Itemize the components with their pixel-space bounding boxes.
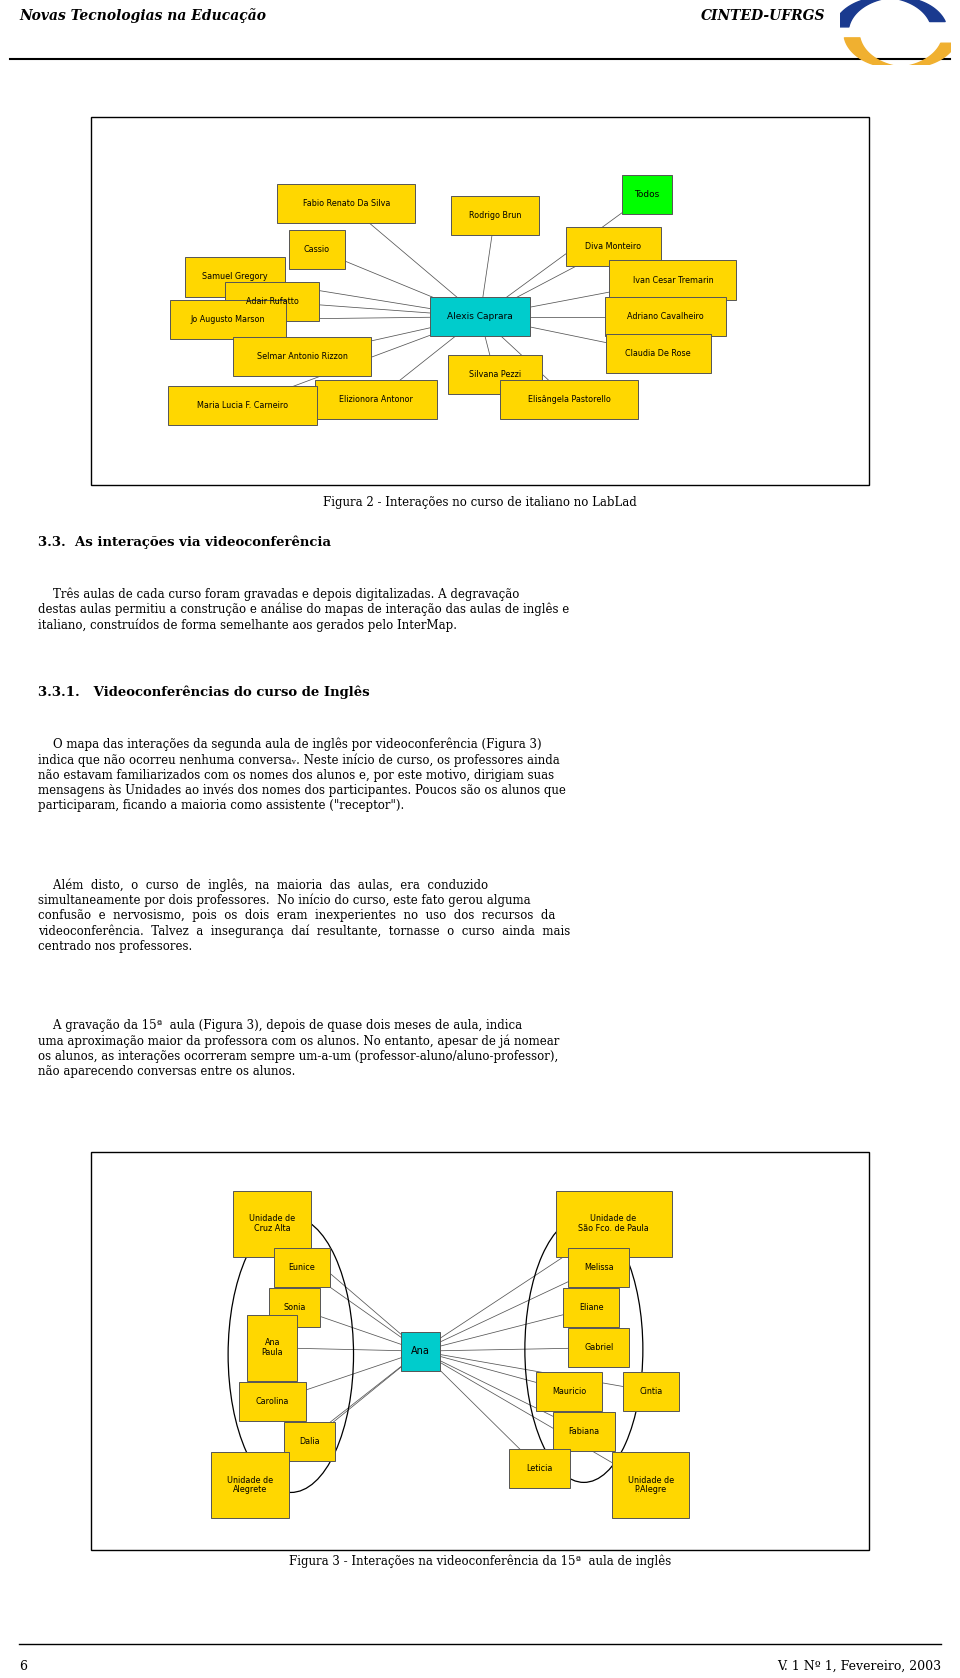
FancyBboxPatch shape [622, 175, 672, 215]
Text: Unidade de
P.Alegre: Unidade de P.Alegre [628, 1475, 674, 1495]
Text: A gravação da 15ª  aula (Figura 3), depois de quase dois meses de aula, indica
u: A gravação da 15ª aula (Figura 3), depoi… [38, 1019, 560, 1077]
FancyBboxPatch shape [447, 356, 541, 394]
Text: Dalia: Dalia [300, 1436, 320, 1446]
Text: Novas Tecnologias na Educação: Novas Tecnologias na Educação [19, 8, 266, 23]
Text: Alexis Caprara: Alexis Caprara [447, 312, 513, 320]
FancyBboxPatch shape [91, 1153, 869, 1550]
FancyBboxPatch shape [274, 1248, 330, 1287]
Text: Adair Rufatto: Adair Rufatto [246, 297, 299, 305]
Text: Unidade de
Cruz Alta: Unidade de Cruz Alta [250, 1215, 296, 1233]
FancyBboxPatch shape [316, 379, 437, 418]
Text: Elizionora Antonor: Elizionora Antonor [339, 394, 413, 404]
FancyBboxPatch shape [553, 1411, 614, 1451]
Text: Todos: Todos [635, 190, 660, 200]
Text: Fabio Renato Da Silva: Fabio Renato Da Silva [302, 200, 390, 208]
Text: Unidade de
Alegrete: Unidade de Alegrete [227, 1475, 273, 1495]
FancyBboxPatch shape [450, 196, 540, 235]
FancyBboxPatch shape [226, 282, 320, 320]
FancyBboxPatch shape [536, 1371, 603, 1411]
FancyBboxPatch shape [606, 334, 710, 373]
Text: Silvana Pezzi: Silvana Pezzi [468, 371, 521, 379]
Text: Unidade de
São Fco. de Paula: Unidade de São Fco. de Paula [578, 1215, 649, 1233]
Text: Samuel Gregory: Samuel Gregory [203, 272, 268, 282]
Text: Eliane: Eliane [579, 1304, 604, 1312]
FancyBboxPatch shape [509, 1448, 570, 1488]
Text: Claudia De Rose: Claudia De Rose [625, 349, 691, 357]
FancyBboxPatch shape [605, 297, 726, 336]
Text: Três aulas de cada curso foram gravadas e depois digitalizadas. A degravação
des: Três aulas de cada curso foram gravadas … [38, 587, 569, 633]
Text: Carolina: Carolina [255, 1396, 289, 1406]
FancyBboxPatch shape [233, 1191, 311, 1257]
FancyBboxPatch shape [270, 1289, 320, 1327]
FancyBboxPatch shape [185, 257, 285, 297]
FancyBboxPatch shape [568, 1329, 630, 1368]
Text: Diva Monteiro: Diva Monteiro [586, 242, 641, 252]
Text: Melissa: Melissa [584, 1264, 613, 1272]
Text: O mapa das interações da segunda aula de inglês por videoconferência (Figura 3)
: O mapa das interações da segunda aula de… [38, 737, 566, 812]
FancyBboxPatch shape [566, 227, 660, 267]
FancyBboxPatch shape [564, 1289, 619, 1327]
Text: Adriano Cavalheiro: Adriano Cavalheiro [627, 312, 704, 320]
Text: Cassio: Cassio [303, 245, 330, 253]
FancyBboxPatch shape [168, 386, 317, 425]
FancyBboxPatch shape [211, 1451, 289, 1519]
Text: Eunice: Eunice [289, 1264, 315, 1272]
Text: 3.3.1.   Videoconferências do curso de Inglês: 3.3.1. Videoconferências do curso de Ing… [38, 686, 370, 700]
FancyBboxPatch shape [401, 1332, 441, 1371]
Text: Selmar Antonio Rizzon: Selmar Antonio Rizzon [256, 352, 348, 361]
FancyBboxPatch shape [430, 297, 530, 336]
FancyBboxPatch shape [284, 1421, 334, 1462]
FancyBboxPatch shape [277, 185, 416, 223]
FancyBboxPatch shape [91, 117, 869, 485]
Text: Ana
Paula: Ana Paula [261, 1339, 283, 1358]
Text: Rodrigo Brun: Rodrigo Brun [468, 211, 521, 220]
FancyBboxPatch shape [239, 1381, 305, 1421]
Text: Maria Lucia F. Carneiro: Maria Lucia F. Carneiro [197, 401, 288, 409]
FancyBboxPatch shape [289, 230, 345, 268]
FancyBboxPatch shape [247, 1316, 298, 1381]
Text: Mauricio: Mauricio [552, 1386, 587, 1396]
Text: Ana: Ana [411, 1346, 430, 1356]
Text: V. 1 Nº 1, Fevereiro, 2003: V. 1 Nº 1, Fevereiro, 2003 [777, 1660, 941, 1673]
Text: 6: 6 [19, 1660, 27, 1673]
Text: CINTED-UFRGS: CINTED-UFRGS [701, 8, 826, 23]
FancyBboxPatch shape [612, 1451, 689, 1519]
Text: Figura 2 - Interações no curso de italiano no LabLad: Figura 2 - Interações no curso de italia… [324, 497, 636, 510]
Text: Além  disto,  o  curso  de  inglês,  na  maioria  das  aulas,  era  conduzido
si: Além disto, o curso de inglês, na maiori… [38, 878, 570, 953]
Text: Cintia: Cintia [639, 1386, 662, 1396]
Text: Jo Augusto Marson: Jo Augusto Marson [190, 315, 265, 324]
FancyBboxPatch shape [500, 379, 638, 418]
Text: Elisângela Pastorello: Elisângela Pastorello [528, 394, 611, 404]
FancyBboxPatch shape [568, 1248, 630, 1287]
Text: Leticia: Leticia [526, 1463, 553, 1473]
Text: Sonia: Sonia [283, 1304, 305, 1312]
Text: Ivan Cesar Tremarin: Ivan Cesar Tremarin [633, 275, 713, 285]
FancyBboxPatch shape [556, 1191, 672, 1257]
Text: Figura 3 - Interações na videoconferência da 15ª  aula de inglês: Figura 3 - Interações na videoconferênci… [289, 1554, 671, 1567]
FancyBboxPatch shape [610, 260, 736, 300]
Text: Fabiana: Fabiana [568, 1426, 599, 1436]
Text: 3.3.  As interações via videoconferência: 3.3. As interações via videoconferência [38, 535, 331, 549]
Text: Gabriel: Gabriel [584, 1344, 613, 1352]
FancyBboxPatch shape [623, 1371, 679, 1411]
FancyBboxPatch shape [170, 300, 286, 339]
FancyBboxPatch shape [233, 337, 371, 376]
